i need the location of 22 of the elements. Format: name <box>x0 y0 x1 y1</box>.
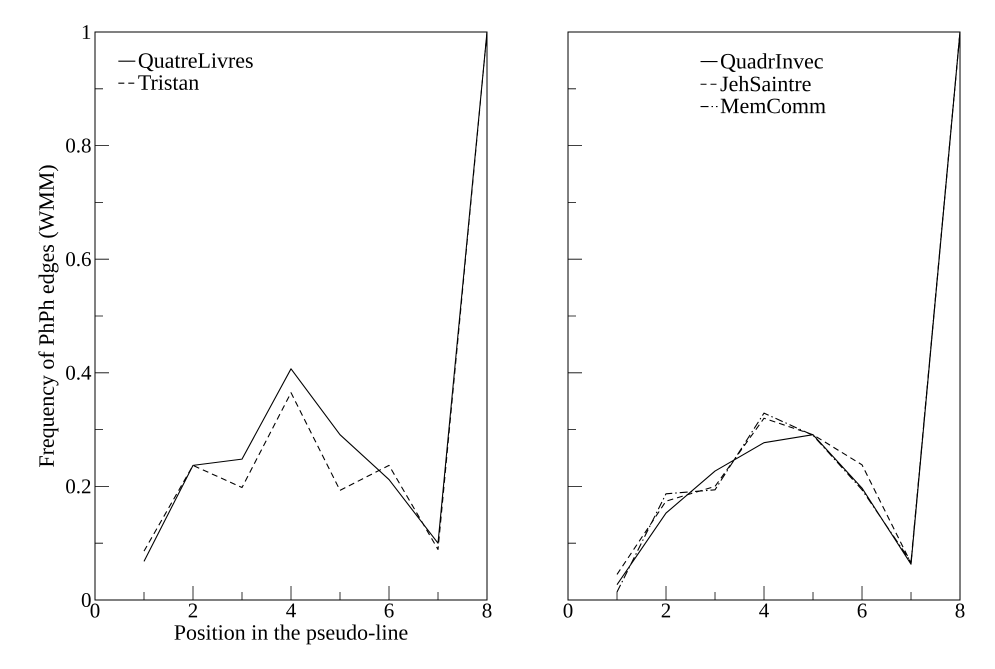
x-tick-label: 4 <box>759 604 769 618</box>
x-tick-label: 8 <box>956 604 964 618</box>
x-tick-label: 8 <box>482 604 492 618</box>
legend-label: QuatreLivres <box>138 53 253 72</box>
y-tick-label: 0 <box>82 592 91 608</box>
legend-label: Tristan <box>138 75 199 90</box>
y-tick-label: 0.8 <box>66 138 91 153</box>
y-tick-label: 0.2 <box>66 479 90 494</box>
x-tick-label: 2 <box>188 604 198 618</box>
x-tick-label: 6 <box>858 604 867 618</box>
x-tick-label: 4 <box>286 604 296 618</box>
legend-label: MemComm <box>720 98 826 114</box>
y-tick-label: 1 <box>82 25 90 39</box>
x-tick-label: 6 <box>384 604 394 618</box>
legend-label: QuadrInvec <box>720 53 823 72</box>
x-tick-label: 2 <box>662 604 670 618</box>
x-tick-label: 0 <box>564 604 572 618</box>
x-axis-title: Position in the pseudo-line <box>174 624 408 644</box>
legend-label: JehSaintre <box>720 76 811 92</box>
y-tick-label: 0.4 <box>66 366 92 380</box>
y-tick-label: 0.6 <box>66 252 91 266</box>
y-axis-title: Frequency of PhPh edges (WMM) <box>38 165 58 467</box>
